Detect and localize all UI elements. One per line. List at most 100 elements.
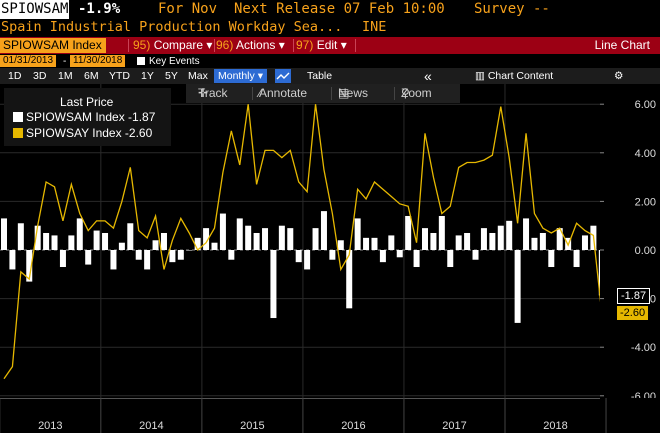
- bar-spiowsam: [337, 240, 344, 250]
- legend-item-spiowsay: SPIOWSAY Index -2.60: [13, 126, 152, 141]
- bar-spiowsam: [245, 225, 252, 250]
- bar-spiowsam: [354, 218, 361, 250]
- legend-swatch: [13, 112, 23, 122]
- chevron-down-icon: ▾: [278, 38, 285, 52]
- crosshair-icon: ✛: [198, 86, 209, 100]
- legend-label: SPIOWSAM Index -1.87: [26, 110, 156, 124]
- chart-content-icon: ▥: [475, 70, 485, 82]
- bar-spiowsam: [363, 237, 370, 250]
- ticker-box[interactable]: SPIOWSAM Index: [0, 38, 106, 53]
- magnifier-icon: ⚲: [401, 86, 410, 100]
- frequency-label: Monthly: [218, 70, 255, 82]
- command-bar: SPIOWSAM Index 95) Compare ▾ 96) Actions…: [0, 37, 660, 54]
- frequency-select[interactable]: Monthly ▾: [214, 69, 267, 83]
- actions-num: 96): [216, 38, 234, 52]
- bar-spiowsam: [438, 215, 445, 250]
- period-6m[interactable]: 6M: [84, 70, 99, 82]
- divider: [394, 87, 395, 100]
- bar-spiowsam: [211, 242, 218, 250]
- chevron-down-icon: ▾: [257, 70, 263, 82]
- compare-menu[interactable]: 95) Compare ▾: [133, 37, 212, 54]
- annotate-label: Annotate: [259, 86, 308, 100]
- edit-menu[interactable]: 97) Edit ▾: [296, 37, 347, 54]
- y-tick-label: -4.00: [631, 342, 656, 354]
- divider: [293, 39, 294, 52]
- security-description: Spain Industrial Production Workday Sea.…: [1, 19, 343, 35]
- y-tick-label: 6.00: [635, 99, 656, 111]
- legend-title: Last Price: [60, 95, 114, 109]
- bar-spiowsam: [422, 228, 428, 250]
- bar-spiowsam: [396, 250, 403, 258]
- next-release: Next Release 07 Feb 10:00: [234, 1, 445, 17]
- compare-num: 95): [133, 38, 151, 52]
- chart-legend: Last Price SPIOWSAM Index -1.87 SPIOWSAY…: [4, 88, 171, 146]
- bar-spiowsam: [464, 232, 471, 250]
- chart-plot-area[interactable]: [0, 84, 600, 398]
- period-ytd[interactable]: YTD: [109, 70, 130, 82]
- bar-spiowsam: [26, 250, 33, 282]
- period-max[interactable]: Max: [188, 70, 208, 82]
- divider: [214, 39, 215, 52]
- bar-spiowsam: [135, 250, 142, 260]
- date-range-row: 01/31/2013 - 11/30/2018 Key Events: [0, 55, 660, 68]
- bar-spiowsam: [548, 250, 555, 268]
- divider: [128, 39, 129, 52]
- bar-spiowsam: [160, 232, 167, 250]
- bar-spiowsam: [59, 250, 66, 268]
- bar-spiowsam: [447, 250, 454, 268]
- divider: [252, 87, 253, 100]
- zoom-label: Zoom: [401, 86, 432, 100]
- bar-spiowsam: [262, 228, 269, 250]
- bar-spiowsam: [506, 220, 513, 250]
- period-toolbar: 1D 3D 1M 6M YTD 1Y 5Y Max Monthly ▾ Tabl…: [0, 68, 660, 84]
- bar-spiowsam: [85, 250, 92, 265]
- ticker-label[interactable]: SPIOWSAM: [0, 0, 70, 19]
- chart-content-label: Chart Content: [487, 70, 554, 82]
- period-1y[interactable]: 1Y: [141, 70, 154, 82]
- bar-spiowsam: [430, 232, 437, 250]
- bar-spiowsam: [346, 250, 353, 309]
- news-label: News: [338, 86, 369, 100]
- compare-label: Compare: [153, 38, 204, 52]
- x-tick-label: 2015: [240, 420, 264, 432]
- bar-spiowsam: [253, 232, 260, 250]
- actions-menu[interactable]: 96) Actions ▾: [216, 37, 285, 54]
- key-events-checkbox[interactable]: [137, 57, 145, 65]
- bar-spiowsam: [152, 240, 159, 250]
- bar-spiowsam: [320, 211, 327, 250]
- bar-spiowsam: [531, 237, 538, 250]
- bar-spiowsam: [455, 235, 462, 250]
- last-value-label-spiowsay: -2.60: [617, 306, 649, 321]
- survey-value: Survey --: [474, 1, 550, 17]
- bar-spiowsam: [270, 250, 277, 319]
- bar-spiowsam: [312, 228, 319, 250]
- gear-icon[interactable]: ⚙: [614, 70, 624, 82]
- collapse-icon[interactable]: «: [424, 68, 432, 84]
- actions-label: Actions: [236, 38, 276, 52]
- chart-content-button[interactable]: ▥ Chart Content: [475, 68, 553, 84]
- legend-label: SPIOWSAY Index -2.60: [26, 126, 153, 140]
- bar-spiowsam: [169, 250, 176, 263]
- last-value-label-spiowsam: -1.87: [617, 288, 651, 305]
- period-5y[interactable]: 5Y: [165, 70, 178, 82]
- source-label: INE: [362, 19, 387, 35]
- table-button[interactable]: Table: [307, 70, 333, 82]
- x-axis: 2013 2014 2015 2016 2017 2018: [0, 398, 660, 433]
- bar-spiowsam: [480, 228, 487, 250]
- start-date-field[interactable]: 01/31/2013: [0, 55, 57, 67]
- period-3d[interactable]: 3D: [33, 70, 47, 82]
- chart-type-icon[interactable]: [275, 69, 291, 83]
- bar-spiowsam: [203, 228, 210, 250]
- bar-spiowsam: [194, 237, 201, 250]
- period-1d[interactable]: 1D: [8, 70, 22, 82]
- period-1m[interactable]: 1M: [58, 70, 73, 82]
- end-date-field[interactable]: 11/30/2018: [70, 55, 126, 67]
- x-tick-label: 2013: [38, 420, 62, 432]
- y-tick-label: 0.00: [635, 245, 656, 257]
- y-tick-label: 4.00: [635, 148, 656, 160]
- x-tick-label: 2018: [543, 420, 567, 432]
- x-tick-label: 2017: [442, 420, 466, 432]
- bar-spiowsam: [76, 218, 83, 250]
- bar-spiowsam: [413, 250, 420, 268]
- bar-spiowsam: [497, 225, 504, 250]
